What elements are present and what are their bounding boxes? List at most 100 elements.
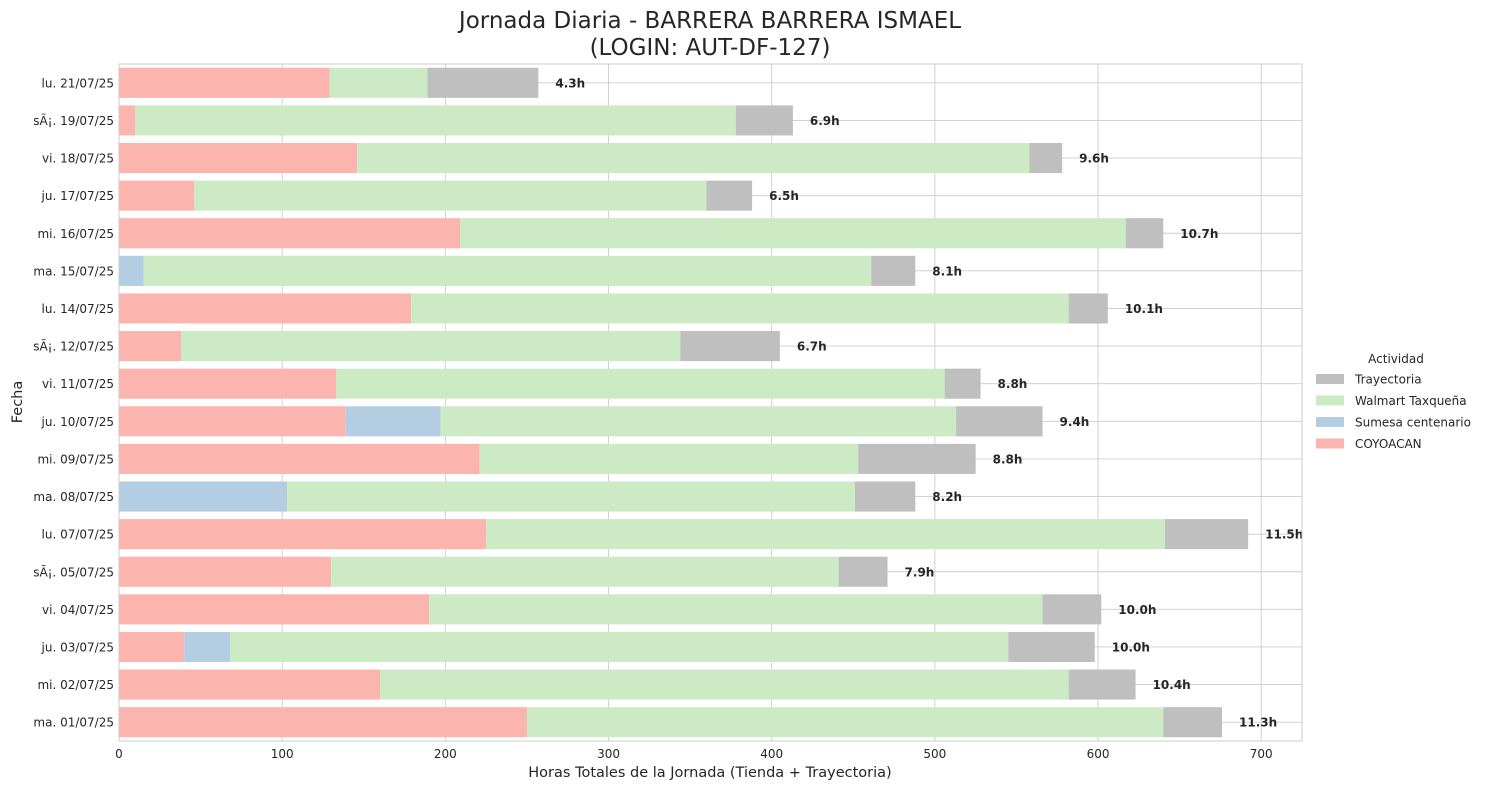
x-axis-label: Horas Totales de la Jornada (Tienda + Tr… (528, 765, 891, 781)
bar-segment (119, 707, 527, 738)
legend-label: Walmart Taxqueña (1355, 394, 1467, 408)
chart-title-line1: Jornada Diaria - BARRERA BARRERA ISMAEL (457, 8, 961, 34)
y-tick-label: mi. 02/07/25 (37, 678, 114, 692)
bar-segment (735, 105, 793, 136)
bar-total-label: 10.1h (1125, 302, 1163, 316)
y-tick-label: mi. 16/07/25 (37, 227, 114, 241)
y-tick-label: ju. 17/07/25 (41, 189, 114, 203)
bar-total-label: 6.7h (797, 340, 827, 354)
bar-total-label: 11.3h (1239, 716, 1277, 730)
y-tick-label: ju. 03/07/25 (41, 640, 114, 654)
plot-frame (118, 63, 1303, 742)
bar-segment (680, 331, 780, 362)
bar-segment (440, 406, 957, 437)
bar-segment (143, 255, 872, 286)
y-tick-label: ju. 10/07/25 (41, 415, 114, 429)
bar-segment (287, 481, 855, 512)
bar-total-label: 8.8h (993, 452, 1023, 466)
bar-segment (194, 180, 707, 211)
bar-segment (119, 180, 195, 211)
bar-segment (119, 368, 337, 399)
bar-segment (1125, 218, 1164, 249)
bar-segment (357, 142, 1030, 174)
y-tick-label: lu. 14/07/25 (42, 302, 114, 316)
y-tick-label: ma. 15/07/25 (33, 264, 114, 278)
bar-segment (119, 293, 412, 324)
bar-segment (119, 67, 330, 98)
bar-segment (135, 105, 736, 136)
x-tick-label: 700 (1250, 747, 1273, 761)
bar-segment (229, 631, 1009, 663)
bar-segment (838, 556, 888, 587)
y-tick-label: lu. 21/07/25 (42, 76, 114, 90)
bar-segment (119, 331, 182, 362)
x-tick-label: 600 (1087, 747, 1110, 761)
bar-total-label: 10.0h (1112, 640, 1150, 654)
bar-segment (119, 669, 381, 700)
y-tick-label: ma. 01/07/25 (33, 716, 114, 730)
bar-segment (119, 142, 358, 174)
bar-segment (184, 631, 230, 663)
bar-segment (119, 218, 461, 249)
bar-total-label: 7.9h (905, 565, 935, 579)
bar-segment (944, 368, 981, 399)
bar-segment (486, 519, 1165, 550)
y-tick-label: ma. 08/07/25 (33, 490, 114, 504)
bar-segment (1163, 707, 1223, 738)
bar-segment (858, 443, 976, 474)
bar-segment (1068, 669, 1136, 700)
bar-segment (956, 406, 1043, 437)
bar-segment (119, 105, 136, 136)
bar-segment (336, 368, 945, 399)
y-tick-label: sÃ¡. 19/07/25 (33, 113, 114, 128)
legend-title: Actividad (1368, 352, 1424, 366)
bar-total-label: 6.5h (769, 189, 799, 203)
bar-segment (1042, 594, 1102, 625)
bar-segment (1164, 519, 1249, 550)
y-tick-label: vi. 04/07/25 (42, 603, 114, 617)
x-tick-label: 200 (434, 747, 457, 761)
plot-area: 0 100 200 300 400 500 600 700 lu. 21/07/25 sÃ¡. 1… (33, 63, 1303, 761)
bar-total-label: 9.6h (1079, 152, 1109, 166)
bar-segment (181, 331, 681, 362)
bar-segment (119, 631, 185, 663)
bar-segment (460, 218, 1126, 249)
bar-total-label: 10.4h (1153, 678, 1191, 692)
y-axis-label: Fecha (10, 381, 26, 424)
bar-segment (119, 406, 346, 437)
x-tick-label: 100 (271, 747, 294, 761)
x-tick-label: 500 (923, 747, 946, 761)
y-tick-label: sÃ¡. 05/07/25 (33, 564, 114, 579)
bar-segment (479, 443, 859, 474)
legend-label: Sumesa centenario (1355, 416, 1471, 430)
x-tick-label: 300 (597, 747, 620, 761)
bar-segment (329, 67, 428, 98)
bar-segment (427, 67, 539, 98)
bar-segment (1008, 631, 1095, 663)
legend-swatch (1316, 417, 1344, 427)
bar-segment (380, 669, 1069, 700)
y-tick-label: vi. 18/07/25 (42, 152, 114, 166)
legend-label: Trayectoria (1354, 373, 1422, 387)
bar-segment (119, 594, 430, 625)
bar-total-label: 4.3h (555, 76, 585, 90)
y-tick-label: vi. 11/07/25 (42, 377, 114, 391)
bar-segment (1029, 142, 1063, 174)
bar-total-label: 6.9h (810, 114, 840, 128)
bar-segment (119, 255, 144, 286)
bar-segment (1068, 293, 1108, 324)
bar-total-label: 10.0h (1118, 603, 1156, 617)
bar-segment (345, 406, 441, 437)
bar-segment (429, 594, 1043, 625)
legend-swatch (1316, 395, 1344, 406)
bar-total-label: 8.8h (998, 377, 1028, 391)
bar-segment (119, 519, 487, 550)
legend: Actividad Trayectoria Walmart Taxqueña Sume… (1316, 352, 1471, 451)
x-tick-label: 0 (115, 747, 123, 761)
y-tick-label: mi. 09/07/25 (37, 452, 114, 466)
bar-segment (119, 556, 332, 587)
bar-total-label: 8.1h (932, 264, 962, 278)
bar-segment (411, 293, 1069, 324)
bar-total-label: 8.2h (932, 490, 962, 504)
